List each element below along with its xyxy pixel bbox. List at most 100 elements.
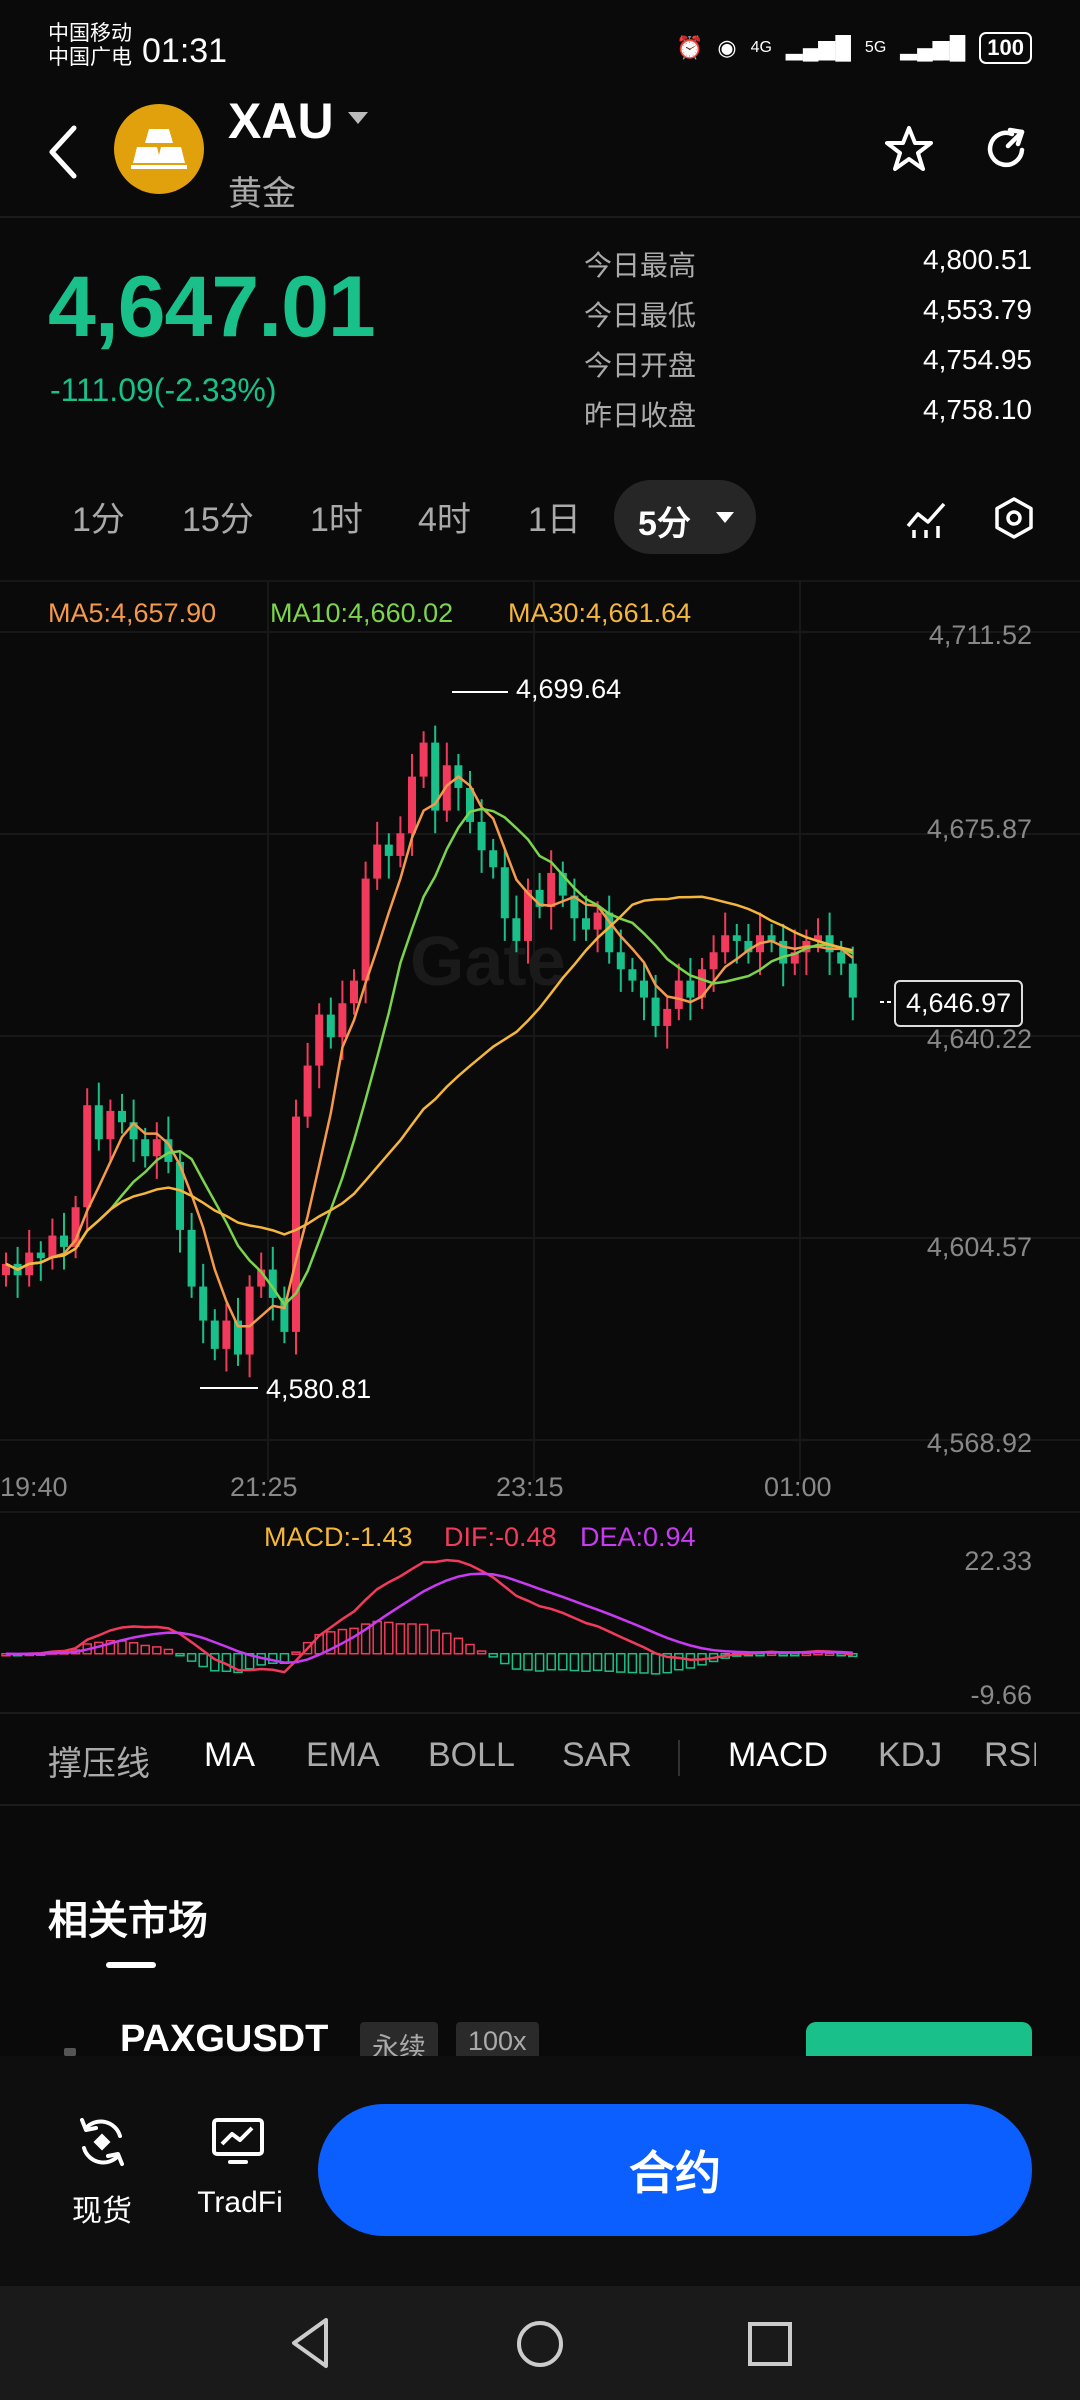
macd-bar	[674, 1652, 684, 1671]
macd-bar	[465, 1643, 475, 1655]
indicator-support[interactable]: 撑压线	[48, 1745, 150, 1783]
macd-bar	[500, 1652, 510, 1665]
symbol-dropdown-icon[interactable]	[348, 112, 368, 124]
last-price: 4,647.01	[48, 259, 376, 355]
candle-body	[489, 850, 498, 868]
macd-bar	[128, 1642, 139, 1655]
ma10-label: MA10:4,660.02	[270, 598, 454, 628]
candle-body	[790, 952, 799, 964]
stat-label-low: 今日最低	[584, 300, 697, 331]
macd-bar	[291, 1651, 301, 1655]
candle-body	[744, 940, 753, 953]
nav-home-icon[interactable]	[514, 2318, 566, 2370]
candle-body	[106, 1110, 115, 1140]
settings-hexagon-icon[interactable]	[992, 496, 1036, 540]
candlestick-chart[interactable]: Gate	[0, 580, 1080, 1480]
signal-bars-icon: ▂▄▆█	[900, 35, 966, 60]
macd-bar	[233, 1652, 243, 1674]
macd-bar	[407, 1623, 417, 1655]
candle-body	[640, 980, 648, 998]
spot-label[interactable]: 现货	[72, 2195, 132, 2228]
tradfi-label[interactable]: TradFi	[197, 2186, 283, 2219]
tab-1h[interactable]: 1时	[310, 501, 363, 539]
macd-bar	[326, 1631, 336, 1655]
candle-body	[280, 1297, 289, 1332]
indicator-boll[interactable]: BOLL	[428, 1736, 515, 1774]
dif-value: DIF:-0.48	[444, 1522, 557, 1552]
nav-recents-icon[interactable]	[746, 2320, 794, 2368]
tab-5m-label: 5分	[638, 505, 691, 543]
chart-top-divider	[0, 580, 1080, 582]
macd-bar	[639, 1652, 649, 1674]
candle-body	[570, 895, 579, 919]
candle-body	[616, 952, 625, 970]
tab-1d[interactable]: 1日	[528, 501, 581, 539]
macd-bar	[534, 1652, 545, 1672]
share-icon[interactable]	[982, 124, 1032, 174]
candle-body	[118, 1110, 126, 1123]
ma30-label: MA30:4,661.64	[508, 598, 692, 628]
candle-body	[512, 918, 521, 941]
indicator-ema[interactable]: EMA	[306, 1736, 380, 1774]
macd-bar	[592, 1652, 603, 1672]
change-badge[interactable]	[806, 2022, 1032, 2056]
price-change: -111.09(-2.33%)	[50, 372, 277, 408]
indicator-ma[interactable]: MA	[204, 1736, 255, 1774]
price-tick-5: 4,568.92	[926, 1428, 1032, 1458]
stat-label-high: 今日最高	[584, 250, 697, 281]
indicator-kdj[interactable]: KDJ	[878, 1736, 943, 1774]
stat-value-low: 4,553.79	[923, 294, 1032, 325]
candle-body	[257, 1269, 266, 1287]
macd-bar	[511, 1652, 522, 1670]
macd-chart[interactable]	[0, 1510, 1080, 1710]
macd-bar	[790, 1652, 800, 1657]
price-tick-4: 4,604.57	[926, 1232, 1032, 1262]
macd-bottom-tick: -9.66	[970, 1680, 1032, 1710]
macd-bar	[801, 1652, 812, 1657]
tradfi-chart-icon[interactable]	[210, 2114, 266, 2170]
dea-value: DEA:0.94	[580, 1522, 696, 1552]
candle-body	[210, 1320, 219, 1349]
nav-back-icon[interactable]	[286, 2316, 336, 2370]
signal-2: 5G	[864, 39, 887, 56]
dif-line	[5, 1558, 854, 1674]
indicator-separator	[678, 1740, 680, 1776]
macd-bar	[766, 1652, 777, 1657]
indicator-toggle-icon[interactable]	[904, 496, 948, 540]
indicator-rsi[interactable]: RSI	[984, 1736, 1036, 1774]
macd-bar	[616, 1652, 626, 1673]
carrier-2: 中国广电	[48, 46, 132, 69]
indicator-macd[interactable]: MACD	[728, 1736, 829, 1774]
macd-bar	[604, 1652, 614, 1672]
contract-button[interactable]: 合约	[318, 2104, 1032, 2236]
tab-4h[interactable]: 4时	[418, 501, 471, 539]
candle-body	[408, 776, 416, 834]
candle-body	[164, 1139, 173, 1162]
timeframe-dropdown-icon	[716, 512, 734, 523]
symbol-title[interactable]: XAU	[228, 93, 334, 149]
coin-icon	[64, 2048, 76, 2056]
candle-body	[558, 872, 567, 896]
ma30-line	[5, 895, 854, 1271]
candle-body	[350, 980, 358, 1004]
macd-bar	[372, 1620, 382, 1655]
macd-bar	[384, 1621, 394, 1655]
indicator-sar[interactable]: SAR	[562, 1736, 632, 1774]
star-icon[interactable]	[884, 124, 934, 174]
alarm-icon: ⏰	[675, 35, 704, 60]
candle-body	[582, 918, 590, 930]
related-market-row[interactable]: PAXGUSDT 永续 100x	[0, 2010, 1080, 2056]
macd-bar	[175, 1652, 185, 1657]
tab-15m[interactable]: 15分	[182, 501, 254, 539]
back-arrow-icon[interactable]	[46, 122, 80, 182]
macd-bar	[546, 1652, 556, 1671]
indicator-divider	[0, 1712, 1080, 1714]
candle-body	[477, 821, 486, 851]
price-tick-1: 4,711.52	[928, 620, 1032, 650]
candle-body	[384, 844, 393, 856]
candle-body	[187, 1229, 196, 1287]
gold-logo	[114, 104, 204, 194]
spot-exchange-icon[interactable]	[74, 2114, 130, 2170]
macd-value: MACD:-1.43	[264, 1522, 413, 1552]
tab-1m[interactable]: 1分	[72, 501, 125, 539]
